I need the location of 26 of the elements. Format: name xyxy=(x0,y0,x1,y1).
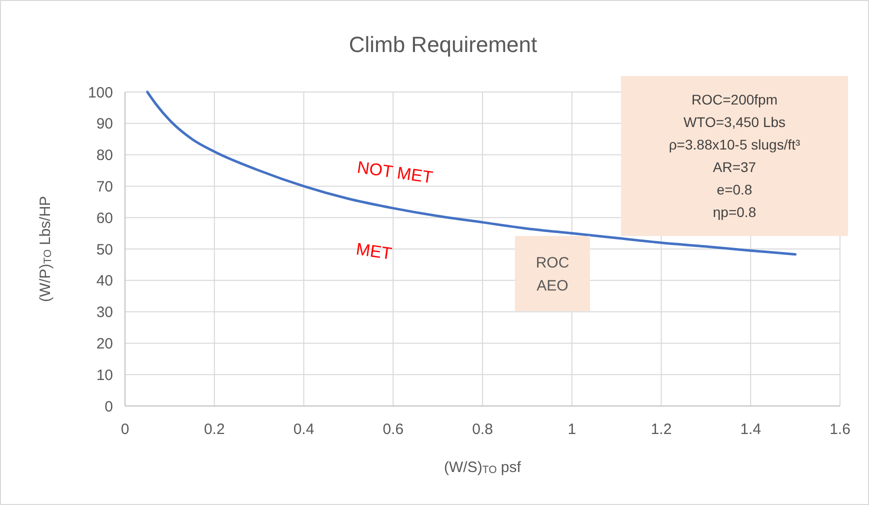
x-tick-label: 0 xyxy=(120,421,130,438)
x-tick-label: 0.2 xyxy=(204,421,225,438)
y-tick-label: 40 xyxy=(96,272,113,290)
y-tick-label: 90 xyxy=(96,116,113,133)
annotation: ROC=200fpm WTO=3,450 Lbs ρ=3.88x10-5 slugs/ft³ AR=37 e=0.8 ηp=0.8 xyxy=(668,92,800,220)
y-tick-label: 30 xyxy=(96,304,113,322)
x-tick-label: 1 xyxy=(568,421,576,438)
y-tick-label: 100 xyxy=(88,84,113,102)
annotation: ROC AEO xyxy=(536,254,570,294)
y-tick-label: 60 xyxy=(96,210,113,227)
chart-title: Climb Requirement xyxy=(348,32,538,57)
x-tick-label: 0.6 xyxy=(382,421,404,438)
y-tick-label: 0 xyxy=(104,398,113,416)
x-axis-title: (W/S)$_{TO}$ psf xyxy=(444,459,522,476)
y-tick-label: 10 xyxy=(96,366,113,384)
x-tick-label: 1.2 xyxy=(650,421,672,438)
y-tick-label: 20 xyxy=(96,335,113,352)
annotation: MET xyxy=(354,240,394,264)
x-tick-label: 1.6 xyxy=(830,421,850,438)
annotation: NOT MET xyxy=(356,158,434,188)
x-tick-label: 1.4 xyxy=(740,421,762,438)
x-tick-label: 0.4 xyxy=(293,421,314,438)
y-tick-label: 50 xyxy=(96,241,113,258)
y-tick-label: 70 xyxy=(96,178,113,196)
y-tick-label: 80 xyxy=(96,147,113,164)
x-tick-label: 0.8 xyxy=(472,421,493,438)
